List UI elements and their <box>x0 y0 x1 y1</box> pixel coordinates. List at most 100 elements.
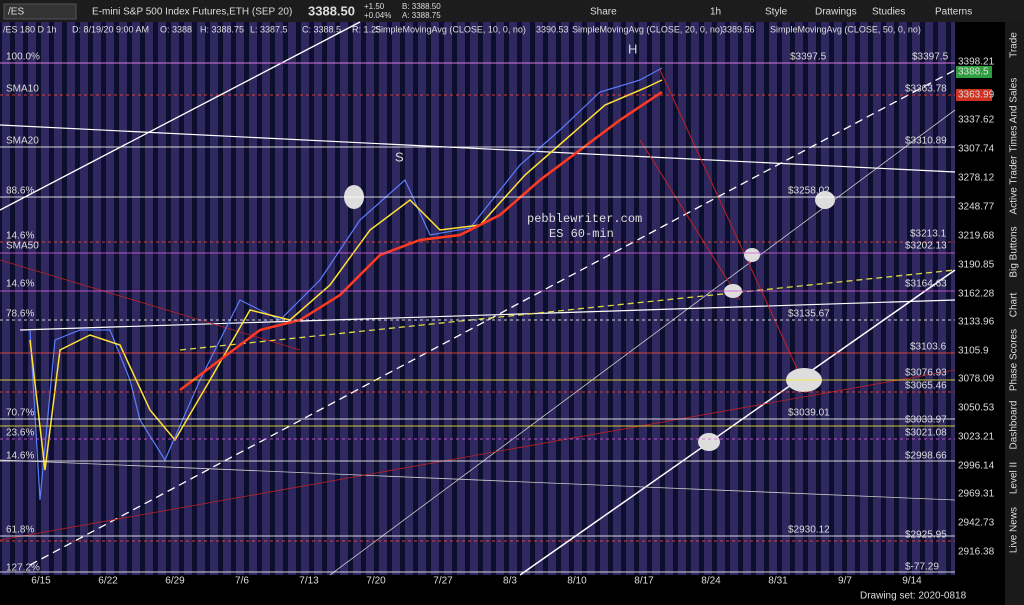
level-label: $3021.08 <box>905 428 947 439</box>
toolbar-button[interactable]: Share <box>590 7 617 18</box>
price-marker-label: 3388.5 <box>958 67 989 78</box>
stripe <box>665 22 673 575</box>
stripe <box>457 22 465 575</box>
date-label: 6/22 <box>98 576 118 587</box>
date-label: 9/14 <box>902 576 922 587</box>
price-label: 2916.38 <box>958 547 995 558</box>
stripe <box>431 22 439 575</box>
stripe <box>938 22 946 575</box>
level-label: $2930.12 <box>788 525 830 536</box>
stripe <box>119 22 127 575</box>
stripe <box>756 22 764 575</box>
stripe <box>366 22 374 575</box>
stripe <box>93 22 101 575</box>
date-label: 8/24 <box>701 576 721 587</box>
price-label: 3219.68 <box>958 231 995 242</box>
level-label: SMA10 <box>6 84 39 95</box>
stripe <box>470 22 478 575</box>
level-label: 61.8% <box>6 525 34 536</box>
stripe <box>236 22 244 575</box>
watermark-sub: ES 60-min <box>549 227 614 241</box>
stripe <box>301 22 309 575</box>
footer: Drawing set: 2020-0818 <box>860 591 967 602</box>
stripe <box>626 22 634 575</box>
level-label: $3065.46 <box>905 381 947 392</box>
stripe <box>847 22 855 575</box>
price-label: 3133.96 <box>958 317 995 328</box>
channel <box>0 259 301 351</box>
toolbar-button[interactable]: Patterns <box>935 7 972 18</box>
info-item: SimpleMovingAvg (CLOSE, 50, 0, no) <box>770 24 921 34</box>
sidebar-tab[interactable]: Active Trader <box>1009 155 1020 215</box>
info-item: R: 1.25 <box>352 24 381 34</box>
level-label: $3310.89 <box>905 136 947 147</box>
stripe <box>743 22 751 575</box>
sidebar-tab[interactable]: Trade <box>1009 32 1020 58</box>
price-label: 3078.09 <box>958 374 995 385</box>
toolbar-button[interactable]: Drawings <box>815 7 857 18</box>
level-label: 127.2% <box>6 563 40 574</box>
info-item: O: 3388 <box>160 24 192 34</box>
trend-line <box>0 124 956 173</box>
date-axis <box>0 575 1005 605</box>
sidebar-tab[interactable]: Chart <box>1009 293 1020 318</box>
stripe <box>782 22 790 575</box>
toolbar-button[interactable]: Style <box>765 7 788 18</box>
level-label: $-77.29 <box>905 562 939 573</box>
info-item: 3389.56 <box>722 24 755 34</box>
drawings <box>0 21 956 576</box>
level-label: 78.6% <box>6 309 34 320</box>
stripe <box>509 22 517 575</box>
sma20 <box>179 90 663 391</box>
level-label: $2998.66 <box>905 451 947 462</box>
price-label: 3248.77 <box>958 202 995 213</box>
stripe <box>67 22 75 575</box>
symbol-box[interactable] <box>3 3 77 20</box>
price-axis <box>955 22 1005 575</box>
info-item: H: 3388.75 <box>200 24 244 34</box>
sidebar-tab[interactable]: Times And Sales <box>1009 78 1020 153</box>
level-label: 14.6% <box>6 451 34 462</box>
stripe <box>808 22 816 575</box>
toolbar-button[interactable]: 1h <box>710 7 721 18</box>
price-marker <box>956 66 992 78</box>
sidebar-tab[interactable]: Phase Scores <box>1009 329 1020 391</box>
sma10 <box>29 79 663 471</box>
watermark: pebblewriter.com <box>527 212 642 226</box>
price-label: 3337.62 <box>958 115 995 126</box>
level-label: $3033.97 <box>905 415 947 426</box>
date-label: 7/27 <box>433 576 453 587</box>
stripe <box>223 22 231 575</box>
stripe <box>899 22 907 575</box>
level-label: $3164.63 <box>905 279 947 290</box>
marker <box>815 191 835 209</box>
level-label: 100.0% <box>6 52 40 63</box>
price-line <box>29 67 663 501</box>
sidebar-tab[interactable]: Level II <box>1009 462 1020 494</box>
annotation-s: S <box>395 149 404 164</box>
info-item: /ES 180 D 1h <box>3 24 57 34</box>
date-label: 8/31 <box>768 576 788 587</box>
price-label: 3190.85 <box>958 260 995 271</box>
stripe <box>548 22 556 575</box>
price-label: 3050.53 <box>958 403 995 414</box>
level-label: $3363.78 <box>905 84 947 95</box>
level-label: $2925.95 <box>905 530 947 541</box>
change-pct: +0.04% <box>364 11 391 20</box>
sidebar-tab[interactable]: Big Buttons <box>1009 226 1020 277</box>
level-label: 70.7% <box>6 408 34 419</box>
sidebar-tab[interactable]: Live News <box>1009 507 1020 553</box>
stripe <box>704 22 712 575</box>
stripe <box>197 22 205 575</box>
price-label: 2969.31 <box>958 489 995 500</box>
date-label: 6/15 <box>31 576 51 587</box>
trend-line <box>0 21 361 211</box>
toolbar-button[interactable]: Studies <box>872 7 905 18</box>
level-label: SMA20 <box>6 136 39 147</box>
stripe <box>327 22 335 575</box>
stripe <box>184 22 192 575</box>
description: E-mini S&P 500 Index Futures,ETH (SEP 20… <box>92 7 292 18</box>
stripe <box>535 22 543 575</box>
sidebar-tab[interactable]: Dashboard <box>1009 401 1020 450</box>
projection <box>659 69 801 376</box>
